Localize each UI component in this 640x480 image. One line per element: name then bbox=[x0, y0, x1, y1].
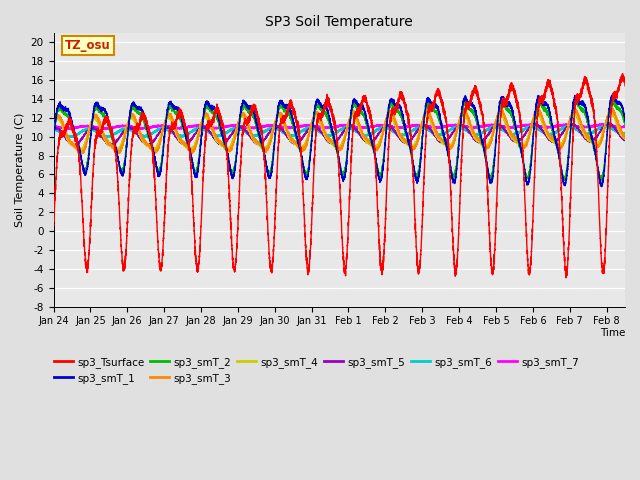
Text: Time: Time bbox=[600, 328, 625, 338]
Y-axis label: Soil Temperature (C): Soil Temperature (C) bbox=[15, 113, 25, 227]
Text: TZ_osu: TZ_osu bbox=[65, 39, 111, 52]
Title: SP3 Soil Temperature: SP3 Soil Temperature bbox=[266, 15, 413, 29]
Legend: sp3_Tsurface, sp3_smT_1, sp3_smT_2, sp3_smT_3, sp3_smT_4, sp3_smT_5, sp3_smT_6, : sp3_Tsurface, sp3_smT_1, sp3_smT_2, sp3_… bbox=[50, 353, 583, 388]
